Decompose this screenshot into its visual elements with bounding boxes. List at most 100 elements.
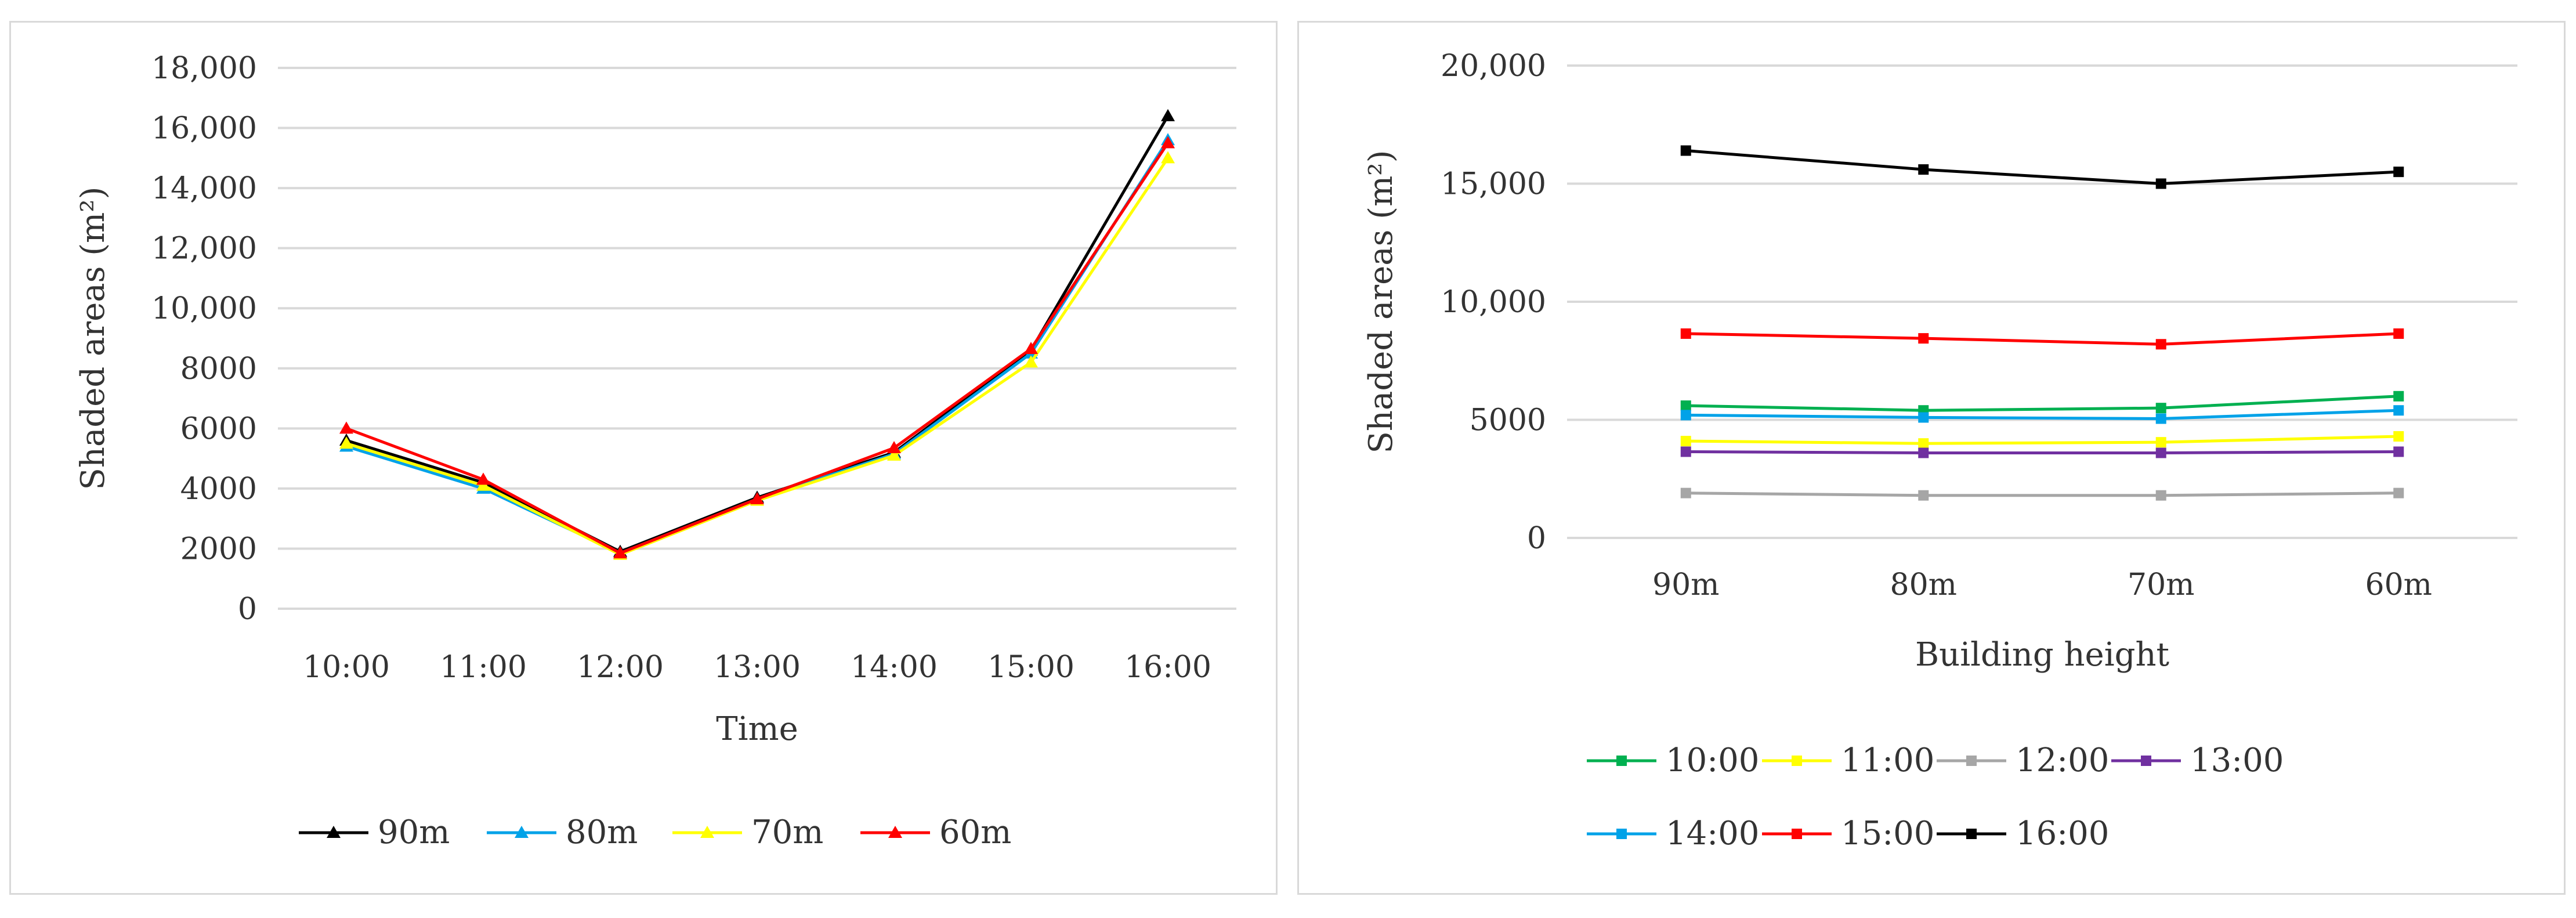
- series-line-15:00: [1685, 332, 2399, 346]
- data-point-12:00: [1918, 490, 1929, 501]
- data-point-13:00: [1680, 446, 1691, 457]
- data-point-60m: [887, 440, 901, 453]
- data-point-10:00: [1680, 400, 1691, 411]
- legend-label: 11:00: [1841, 742, 1934, 779]
- x-tick-label: 80m: [1890, 568, 1957, 602]
- legend-label: 90m: [378, 814, 450, 851]
- x-tick-label: 14:00: [851, 650, 938, 685]
- data-point-60m: [613, 546, 627, 559]
- legend-marker: [515, 826, 529, 838]
- data-point-15:00: [1680, 328, 1691, 339]
- y-tick-label: 15,000: [1441, 167, 1546, 202]
- legend-marker: [1616, 756, 1627, 766]
- x-tick-label: 90m: [1652, 568, 1719, 602]
- data-point-15:00: [1918, 333, 1929, 344]
- data-point-60m: [1161, 136, 1175, 149]
- data-point-16:00: [2155, 178, 2166, 189]
- legend-marker: [700, 826, 714, 838]
- data-point-15:00: [2393, 328, 2404, 339]
- legend-label: 15:00: [1841, 815, 1934, 852]
- data-point-14:00: [1918, 412, 1929, 423]
- legend-marker: [1792, 829, 1802, 839]
- data-point-14:00: [1680, 410, 1691, 421]
- y-tick-label: 0: [238, 592, 257, 627]
- data-point-16:00: [1680, 145, 1691, 156]
- y-tick-label: 5000: [1470, 403, 1546, 438]
- data-point-12:00: [2155, 490, 2166, 501]
- data-point-13:00: [2155, 447, 2166, 458]
- data-point-15:00: [2155, 339, 2166, 350]
- data-point-60m: [339, 421, 353, 434]
- x-axis-title: Building height: [1915, 636, 2170, 674]
- legend-marker: [1966, 829, 1977, 839]
- y-tick-label: 10,000: [1441, 285, 1546, 320]
- data-point-16:00: [2393, 167, 2404, 178]
- legend-label: 70m: [751, 814, 823, 851]
- chart-time-vs-shaded-area: 0 2000 4000 6000 8000 10,000 12,000 14,000 16,00…: [74, 51, 1236, 851]
- x-tick-label: 70m: [2128, 568, 2194, 602]
- data-point-10:00: [2393, 391, 2404, 402]
- data-point-11:00: [1918, 438, 1929, 449]
- x-tick-label: 16:00: [1124, 650, 1211, 685]
- y-tick-label: 16,000: [151, 111, 257, 146]
- data-point-11:00: [2393, 431, 2404, 442]
- legend-marker: [1966, 756, 1977, 766]
- legend-label: 13:00: [2190, 742, 2284, 779]
- x-tick-label: 10:00: [303, 650, 390, 685]
- y-tick-label: 4000: [180, 472, 257, 507]
- data-point-70m: [887, 448, 901, 461]
- data-point-70m: [1024, 355, 1038, 368]
- y-tick-label: 20,000: [1441, 49, 1546, 84]
- legend-marker: [327, 826, 341, 838]
- y-tick-label: 12,000: [151, 232, 257, 266]
- x-axis-title: Time: [716, 710, 798, 748]
- y-tick-label: 8000: [180, 352, 257, 386]
- data-point-11:00: [2155, 437, 2166, 448]
- data-point-14:00: [2393, 405, 2404, 416]
- y-axis-title: Shaded areas (m²): [1362, 150, 1400, 454]
- data-point-13:00: [1918, 447, 1929, 458]
- y-tick-label: 2000: [180, 532, 257, 566]
- data-point-90m: [1161, 109, 1175, 121]
- y-tick-label: 0: [1527, 521, 1546, 556]
- data-point-12:00: [1680, 487, 1691, 498]
- legend-label: 60m: [939, 814, 1011, 851]
- legend-label: 10:00: [1666, 742, 1759, 779]
- data-point-11:00: [1680, 436, 1691, 447]
- data-point-60m: [1024, 342, 1038, 355]
- legend-label: 14:00: [1666, 815, 1759, 852]
- x-tick-label: 11:00: [440, 650, 527, 685]
- x-tick-label: 60m: [2365, 568, 2432, 602]
- series-line-13:00: [1685, 450, 2399, 454]
- chart-building-height-vs-shaded-area: 0 5000 10,000 15,000 20,000 90m 80m 70m 60m Build…: [1362, 49, 2517, 852]
- chart-panel-time: 0 2000 4000 6000 8000 10,000 12,000 14,000 16,00…: [9, 21, 1278, 895]
- legend-label: 12:00: [2016, 742, 2109, 779]
- series-line-10:00: [1685, 395, 2399, 412]
- series-line-14:00: [1685, 409, 2399, 420]
- data-point-60m: [476, 472, 490, 485]
- legend-marker: [1616, 829, 1627, 839]
- legend-marker: [888, 826, 902, 838]
- data-point-12:00: [2393, 487, 2404, 498]
- x-tick-label: 12:00: [577, 650, 664, 685]
- data-point-70m: [1161, 151, 1175, 164]
- data-point-14:00: [2155, 413, 2166, 424]
- data-point-60m: [750, 492, 764, 505]
- y-tick-label: 6000: [180, 411, 257, 446]
- y-axis-title: Shaded areas (m²): [74, 187, 112, 490]
- legend-marker: [1792, 756, 1802, 766]
- legend-label: 80m: [566, 814, 638, 851]
- data-point-10:00: [2155, 403, 2166, 414]
- data-point-13:00: [2393, 446, 2404, 457]
- data-point-70m: [339, 436, 353, 449]
- x-tick-label: 13:00: [714, 650, 801, 685]
- series-line-12:00: [1685, 491, 2399, 497]
- x-tick-label: 15:00: [987, 650, 1074, 685]
- legend-label: 16:00: [2016, 815, 2109, 852]
- legend-marker: [2141, 756, 2151, 766]
- series-line-16:00: [1685, 149, 2399, 186]
- y-tick-label: 10,000: [151, 291, 257, 326]
- series-line-11:00: [1685, 435, 2399, 445]
- y-tick-label: 14,000: [151, 171, 257, 206]
- y-tick-label: 18,000: [151, 51, 257, 86]
